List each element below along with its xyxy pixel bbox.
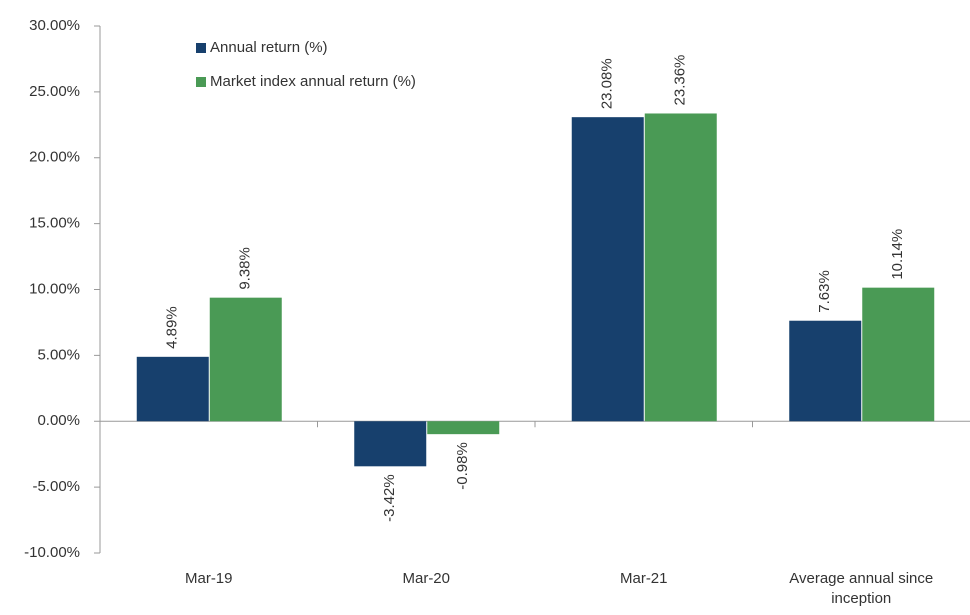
legend-swatch	[196, 43, 206, 53]
legend-label: Market index annual return (%)	[210, 73, 416, 90]
y-tick-label: 5.00%	[37, 346, 80, 363]
value-label: -0.98%	[454, 442, 471, 490]
y-tick-label: 10.00%	[29, 280, 80, 297]
legend-label: Annual return (%)	[210, 39, 328, 56]
bar	[789, 320, 862, 422]
value-label: -3.42%	[381, 474, 398, 522]
bar	[354, 421, 427, 467]
bar	[571, 117, 644, 422]
y-tick-label: -5.00%	[32, 478, 80, 495]
legend-swatch	[196, 77, 206, 87]
bar	[644, 113, 717, 422]
bar	[136, 356, 209, 422]
bar	[427, 421, 500, 435]
value-label: 9.38%	[237, 247, 254, 290]
value-label: 10.14%	[889, 229, 906, 280]
y-tick-label: -10.00%	[24, 544, 80, 561]
y-tick-label: 15.00%	[29, 215, 80, 232]
bar	[209, 297, 282, 422]
value-label: 23.36%	[672, 55, 689, 106]
x-tick-label: Mar-19	[184, 570, 233, 587]
value-label: 7.63%	[816, 270, 833, 313]
value-label: 4.89%	[164, 306, 181, 349]
y-tick-label: 0.00%	[37, 412, 80, 429]
y-tick-label: 20.00%	[29, 149, 80, 166]
x-tick-label: Mar-21	[619, 570, 668, 587]
bar	[862, 287, 935, 422]
y-tick-label: 30.00%	[29, 17, 80, 34]
x-tick-label: Average annual since inception	[789, 570, 934, 607]
y-tick-label: 25.00%	[29, 83, 80, 100]
x-tick-label: Mar-20	[402, 570, 450, 587]
value-label: 23.08%	[599, 58, 616, 109]
